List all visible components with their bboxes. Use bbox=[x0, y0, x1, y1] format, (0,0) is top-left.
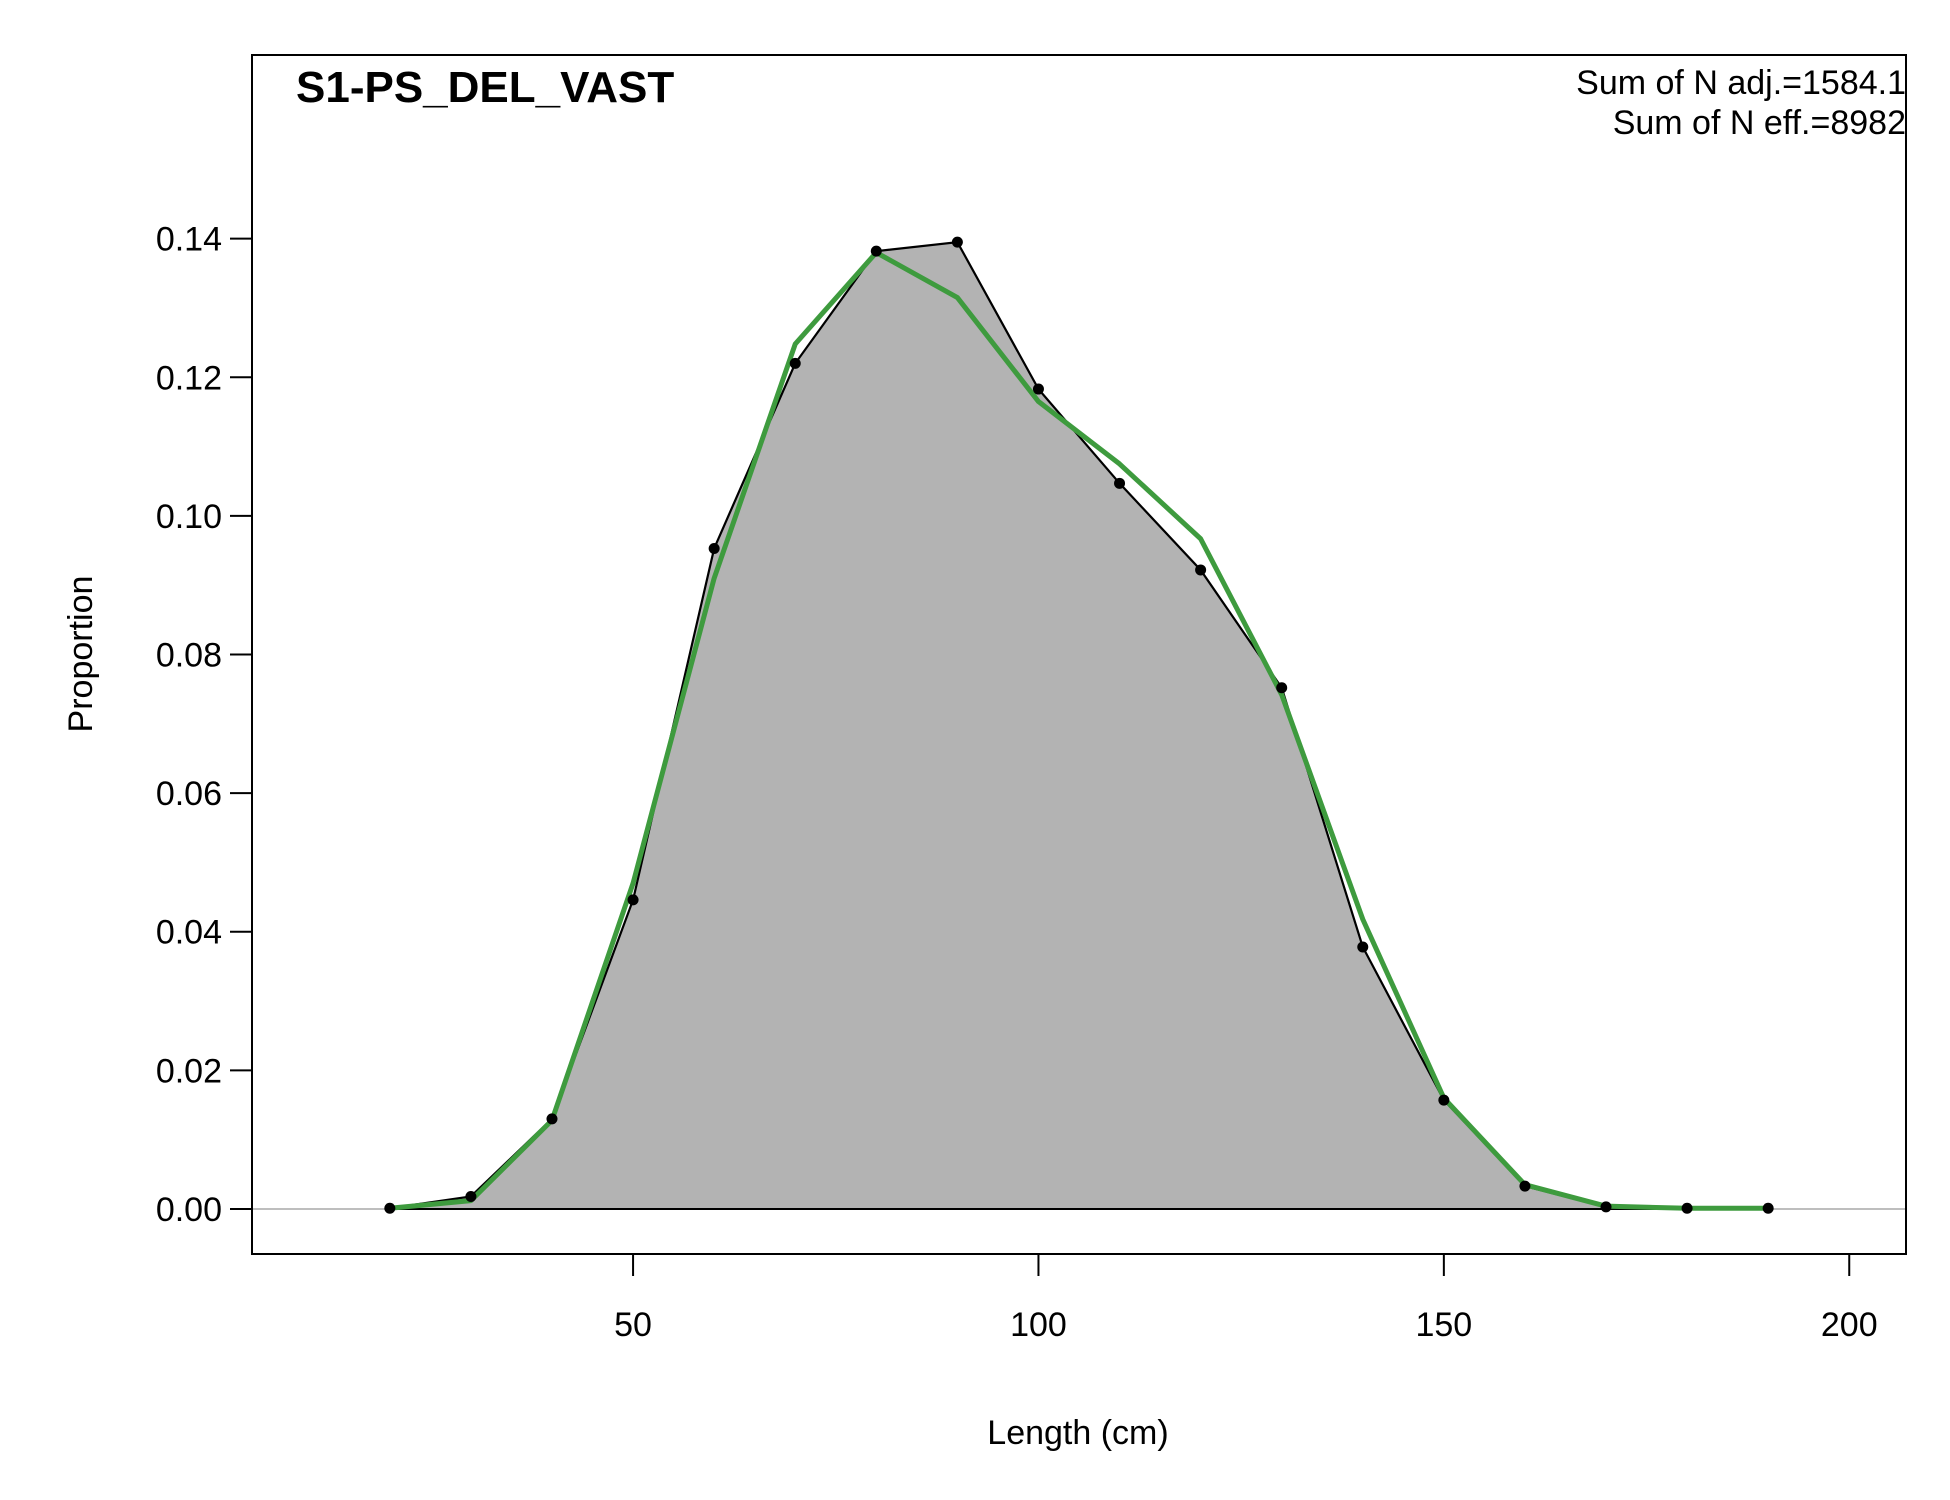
observed-point bbox=[1762, 1202, 1774, 1214]
observed-point bbox=[1600, 1201, 1612, 1213]
annotation-sum-n-adj: Sum of N adj.=1584.1 bbox=[1576, 64, 1906, 102]
observed-point bbox=[789, 357, 801, 369]
observed-area-layer bbox=[389, 242, 1769, 1209]
observed-points-layer bbox=[384, 236, 1774, 1214]
observed-point bbox=[870, 245, 882, 257]
y-tick-label: 0.08 bbox=[156, 637, 222, 675]
x-tick-label: 150 bbox=[1415, 1306, 1472, 1344]
observed-point bbox=[1681, 1202, 1693, 1214]
y-tick-label: 0.10 bbox=[156, 498, 222, 536]
observed-point bbox=[1032, 383, 1044, 395]
observed-point bbox=[1114, 477, 1126, 489]
observed-point bbox=[708, 542, 720, 554]
x-tick-label: 200 bbox=[1821, 1306, 1878, 1344]
observed-point bbox=[627, 894, 639, 906]
chart-title: S1-PS_DEL_VAST bbox=[296, 63, 674, 112]
x-tick-label: 100 bbox=[1010, 1306, 1067, 1344]
observed-point bbox=[1195, 564, 1207, 576]
observed-point bbox=[1438, 1094, 1450, 1106]
observed-area bbox=[389, 242, 1769, 1209]
y-tick-label: 0.00 bbox=[156, 1191, 222, 1229]
x-axis: 50 100 150 200 bbox=[614, 1253, 1878, 1344]
observed-point bbox=[465, 1190, 477, 1202]
x-tick-label: 50 bbox=[614, 1306, 652, 1344]
y-axis-label: Proportion bbox=[62, 576, 100, 733]
y-tick-label: 0.12 bbox=[156, 359, 222, 397]
expected-line-layer bbox=[389, 250, 1769, 1211]
y-tick-label: 0.02 bbox=[156, 1052, 222, 1090]
observed-point bbox=[1357, 941, 1369, 953]
y-axis: 0.00 0.02 0.04 0.06 0.08 0.10 0.12 0.14 bbox=[156, 221, 253, 1229]
observed-point bbox=[1519, 1180, 1531, 1192]
observed-point bbox=[1276, 682, 1288, 694]
x-axis-label: Length (cm) bbox=[987, 1414, 1168, 1452]
y-tick-label: 0.04 bbox=[156, 914, 222, 952]
annotation-sum-n-eff: Sum of N eff.=8982 bbox=[1613, 104, 1906, 142]
y-tick-label: 0.14 bbox=[156, 221, 222, 259]
expected-line bbox=[389, 250, 1769, 1211]
observed-point bbox=[384, 1202, 396, 1214]
observed-point bbox=[951, 236, 963, 248]
observed-point bbox=[546, 1113, 558, 1125]
y-tick-label: 0.06 bbox=[156, 775, 222, 813]
